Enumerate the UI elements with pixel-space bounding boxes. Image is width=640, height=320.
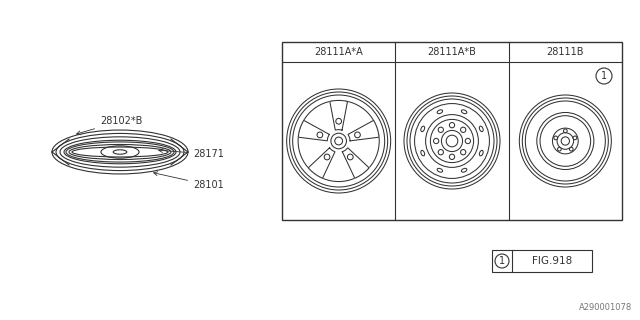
Polygon shape <box>330 100 348 130</box>
Circle shape <box>465 138 470 144</box>
Text: 28101: 28101 <box>154 172 224 190</box>
Circle shape <box>438 127 444 132</box>
Text: 1: 1 <box>601 71 607 81</box>
Circle shape <box>563 129 567 133</box>
Circle shape <box>554 136 557 140</box>
Text: 28111B: 28111B <box>547 47 584 57</box>
Polygon shape <box>308 148 335 178</box>
Bar <box>492 250 592 272</box>
Circle shape <box>596 68 612 84</box>
Bar <box>282 42 622 220</box>
Circle shape <box>438 149 444 155</box>
Ellipse shape <box>461 168 467 172</box>
Circle shape <box>324 154 330 160</box>
Ellipse shape <box>421 126 424 132</box>
Text: 28171: 28171 <box>159 148 224 159</box>
Ellipse shape <box>437 110 443 114</box>
Circle shape <box>348 154 353 160</box>
Ellipse shape <box>437 168 443 172</box>
Circle shape <box>317 132 323 138</box>
Polygon shape <box>342 148 369 178</box>
Text: 28111A*B: 28111A*B <box>428 47 476 57</box>
Text: 28102*B: 28102*B <box>77 116 142 135</box>
Text: A290001078: A290001078 <box>579 303 632 312</box>
Circle shape <box>495 254 509 268</box>
Ellipse shape <box>461 110 467 114</box>
Circle shape <box>573 136 577 140</box>
Circle shape <box>336 118 342 124</box>
Text: 28111A*A: 28111A*A <box>314 47 363 57</box>
Circle shape <box>449 154 454 159</box>
Circle shape <box>355 132 360 138</box>
Circle shape <box>433 138 439 144</box>
Circle shape <box>449 123 454 128</box>
Circle shape <box>570 147 573 151</box>
Ellipse shape <box>479 126 483 132</box>
Ellipse shape <box>479 150 483 156</box>
Circle shape <box>461 127 466 132</box>
Polygon shape <box>348 120 379 141</box>
Circle shape <box>557 147 561 151</box>
Ellipse shape <box>421 150 424 156</box>
Text: 1: 1 <box>499 256 505 266</box>
Polygon shape <box>298 120 330 141</box>
Text: FIG.918: FIG.918 <box>532 256 572 266</box>
Circle shape <box>461 149 466 155</box>
